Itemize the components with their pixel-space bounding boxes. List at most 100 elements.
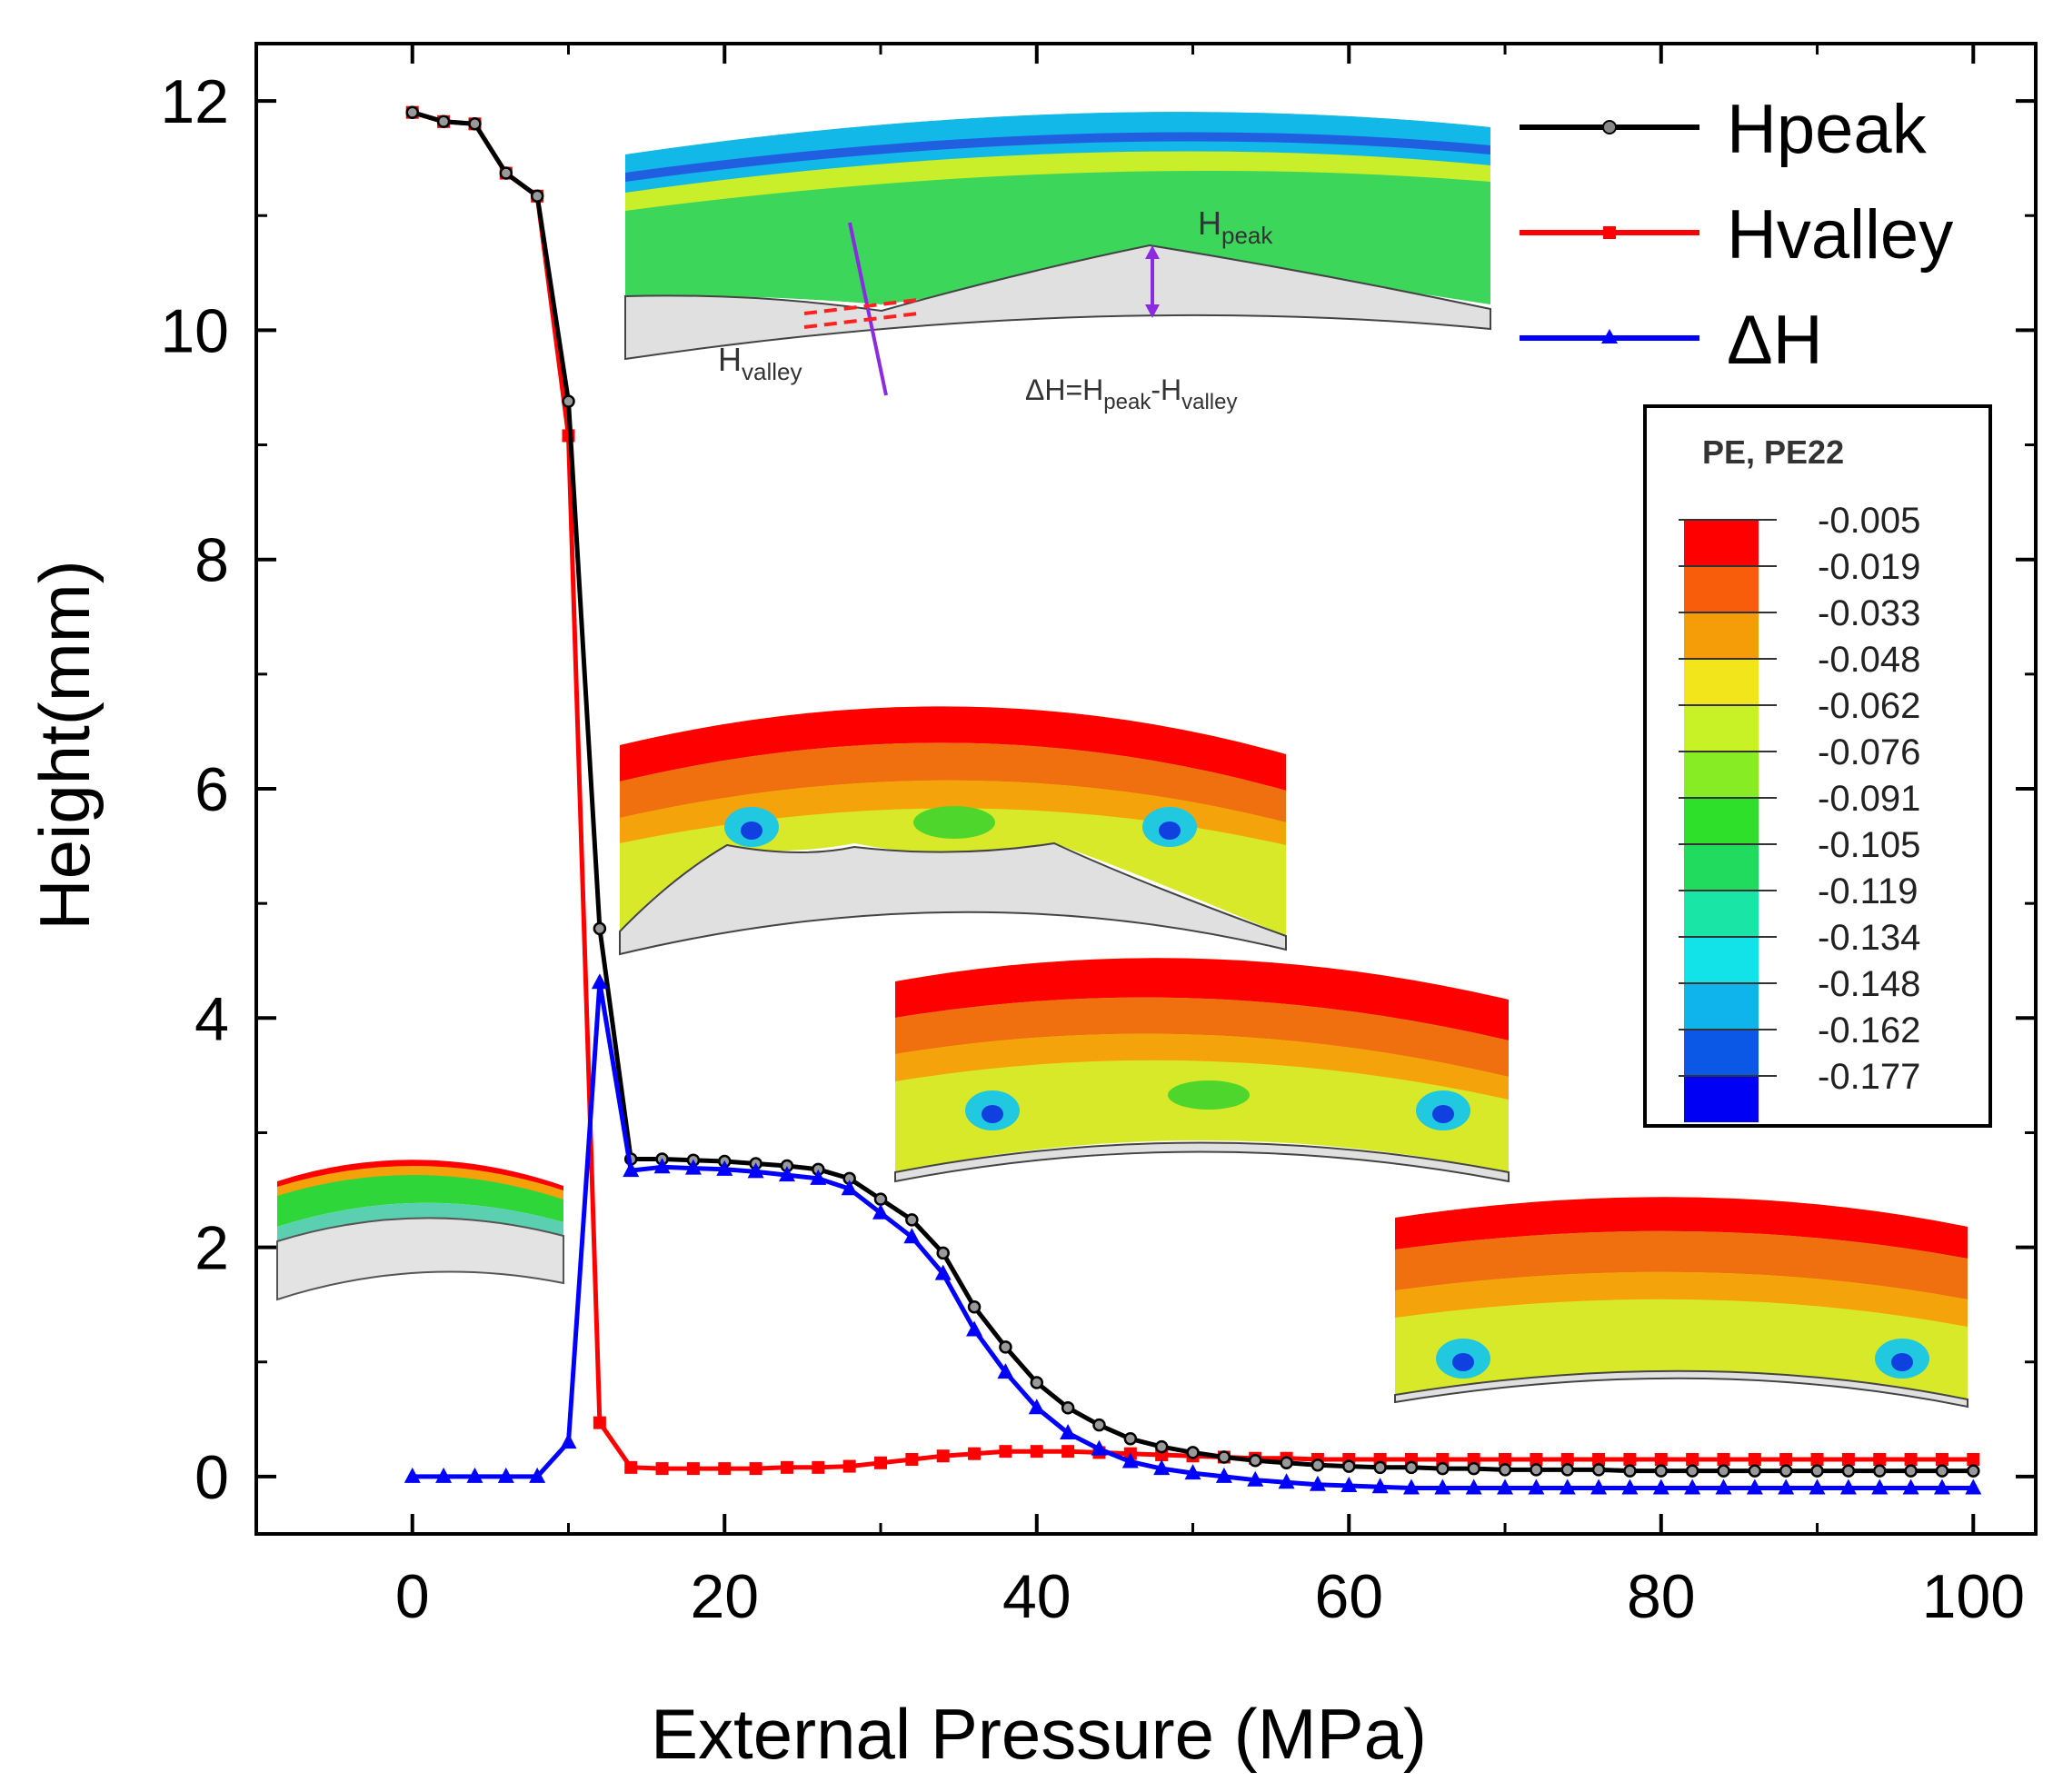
- data-point-deltah: [1184, 1464, 1201, 1480]
- delta-formula-label: ΔH=Hpeak-Hvalley: [1025, 373, 1237, 414]
- data-point-hpeak: [1717, 1464, 1730, 1478]
- data-point-deltah: [716, 1160, 733, 1176]
- data-point-deltah: [903, 1228, 921, 1244]
- data-point-hvalley: [905, 1453, 919, 1466]
- colorbar-swatch: [1684, 983, 1759, 1030]
- data-point-hpeak: [1311, 1458, 1325, 1472]
- data-point-hvalley: [1654, 1453, 1668, 1466]
- colorbar-value: -0.005: [1818, 501, 1920, 541]
- colorbar-value: -0.162: [1818, 1010, 1920, 1050]
- y-tick-label: 2: [194, 1214, 229, 1283]
- data-point-hpeak: [999, 1340, 1012, 1354]
- data-point-deltah: [841, 1180, 858, 1196]
- colorbar-swatch: [1684, 752, 1759, 798]
- data-point-deltah: [1528, 1478, 1545, 1495]
- data-point-hpeak: [1591, 1463, 1606, 1477]
- colorbar-value: -0.019: [1818, 547, 1920, 587]
- data-point-hpeak: [499, 166, 513, 180]
- legend-marker-hvalley: [1603, 226, 1616, 239]
- data-point-deltah: [653, 1158, 671, 1174]
- data-point-hpeak: [1779, 1464, 1793, 1478]
- y-tick-label: 10: [160, 296, 229, 365]
- hpeak-label: Hpeak: [1198, 204, 1273, 249]
- colorbar-value: -0.076: [1818, 732, 1920, 772]
- fe-inset-middle: [894, 958, 1510, 1183]
- y-tick-label: 8: [194, 526, 229, 595]
- data-point-deltah: [1933, 1478, 1950, 1495]
- data-point-hpeak: [468, 117, 482, 131]
- data-point-hvalley: [1530, 1453, 1543, 1466]
- data-point-hvalley: [780, 1460, 793, 1474]
- data-point-hpeak: [1623, 1464, 1637, 1478]
- colorbar-swatch: [1684, 844, 1759, 891]
- fe-insets: [276, 112, 1968, 1409]
- data-point-deltah: [872, 1203, 890, 1220]
- data-point-hvalley: [686, 1462, 700, 1476]
- data-point-hpeak: [1967, 1464, 1980, 1478]
- data-point-deltah: [1153, 1459, 1171, 1476]
- data-point-hpeak: [1872, 1464, 1887, 1478]
- data-point-deltah: [1778, 1478, 1795, 1495]
- colorbar-swatch: [1684, 1030, 1759, 1076]
- data-point-hpeak: [1904, 1464, 1918, 1478]
- data-point-hpeak: [905, 1213, 919, 1227]
- data-point-hpeak: [1061, 1400, 1075, 1415]
- data-point-deltah: [1746, 1478, 1763, 1495]
- data-point-hpeak: [1154, 1439, 1169, 1454]
- data-point-deltah: [1497, 1478, 1514, 1495]
- data-point-hpeak: [1685, 1464, 1699, 1478]
- data-point-hvalley: [718, 1462, 732, 1476]
- data-point-hpeak: [1217, 1450, 1231, 1464]
- data-point-hvalley: [593, 1416, 606, 1429]
- x-tick-label: 20: [690, 1562, 759, 1631]
- data-point-deltah: [1309, 1475, 1326, 1491]
- data-point-hvalley: [874, 1456, 888, 1469]
- data-point-hvalley: [1717, 1453, 1730, 1466]
- fe-inset-collapse: [619, 706, 1287, 956]
- colorbar-value: -0.048: [1818, 640, 1920, 680]
- fe-inset-final: [1394, 1197, 1968, 1409]
- data-point-deltah: [778, 1166, 795, 1182]
- data-point-hpeak: [1560, 1463, 1574, 1477]
- data-point-hpeak: [1373, 1460, 1387, 1475]
- data-point-deltah: [1402, 1478, 1420, 1495]
- fe-inset-hpeak: [624, 112, 1491, 396]
- data-point-hvalley: [936, 1449, 950, 1463]
- legend-marker-hpeak: [1602, 120, 1617, 134]
- hvalley-label: Hvalley: [718, 341, 802, 385]
- data-point-deltah: [1871, 1478, 1889, 1495]
- data-point-deltah: [1247, 1470, 1264, 1487]
- data-point-deltah: [497, 1467, 514, 1483]
- colorbar-title: PE, PE22: [1702, 433, 1844, 471]
- data-point-deltah: [1902, 1478, 1919, 1495]
- data-point-deltah: [1652, 1478, 1669, 1495]
- data-point-hvalley: [1592, 1453, 1606, 1466]
- data-point-hvalley: [1873, 1453, 1887, 1466]
- data-point-hvalley: [1904, 1453, 1918, 1466]
- x-tick-label: 100: [1922, 1562, 2025, 1631]
- colorbar-swatch: [1684, 1076, 1759, 1122]
- data-point-hpeak: [1467, 1461, 1480, 1476]
- data-point-deltah: [747, 1162, 764, 1179]
- series-lines: [404, 105, 1982, 1495]
- data-point-deltah: [997, 1363, 1014, 1379]
- data-point-hpeak: [1498, 1463, 1512, 1477]
- data-point-deltah: [684, 1159, 702, 1175]
- data-point-hpeak: [1841, 1464, 1856, 1478]
- x-tick-label: 80: [1627, 1562, 1696, 1631]
- data-point-deltah: [529, 1467, 546, 1483]
- data-point-deltah: [1715, 1478, 1732, 1495]
- data-point-hvalley: [655, 1462, 669, 1476]
- data-point-deltah: [1215, 1467, 1232, 1483]
- data-point-hpeak: [1654, 1464, 1669, 1478]
- data-point-hvalley: [968, 1447, 982, 1460]
- data-point-deltah: [1590, 1478, 1608, 1495]
- data-point-hpeak: [593, 921, 607, 936]
- colorbar-value: -0.134: [1818, 918, 1920, 958]
- colorbar-swatches: -0.005 -0.019 -0.033 -0.048 -0.062 -0.076 -0.0…: [1679, 501, 1920, 1122]
- data-point-deltah: [1091, 1439, 1108, 1456]
- data-point-hvalley: [1779, 1453, 1793, 1466]
- data-point-deltah: [1965, 1478, 1982, 1495]
- colorbar-swatch: [1684, 659, 1759, 705]
- data-point-deltah: [810, 1169, 827, 1185]
